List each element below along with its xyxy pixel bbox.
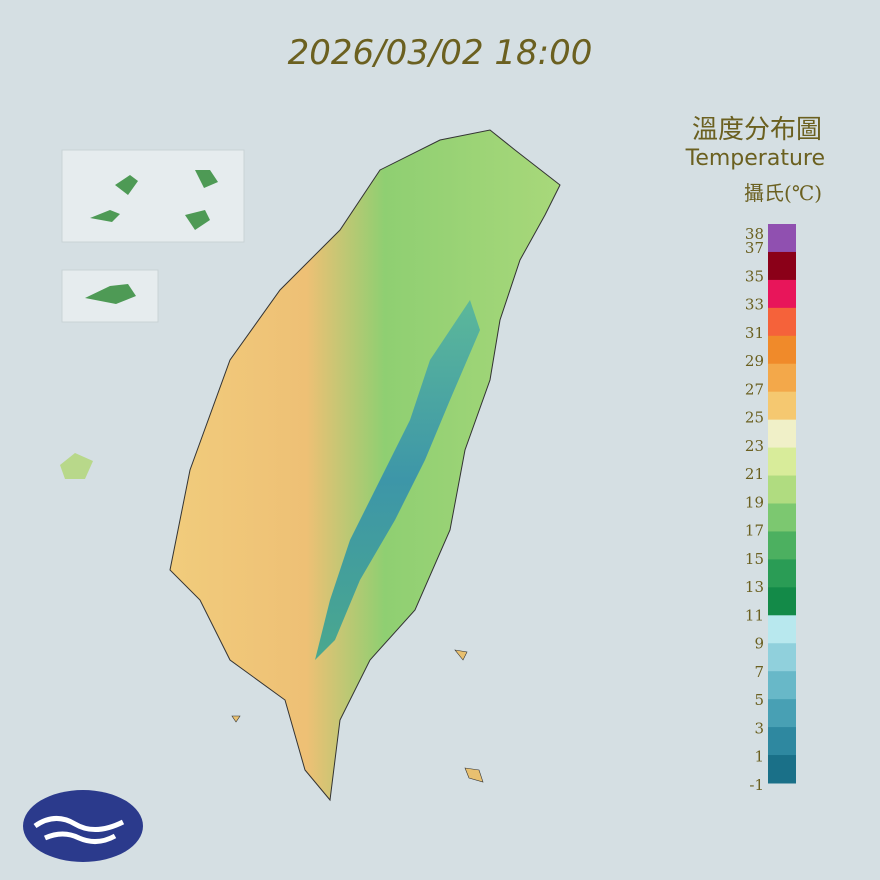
legend-tick-label: 29 [745, 352, 764, 370]
logo-mark [33, 816, 125, 844]
legend-tick-label: 21 [745, 465, 764, 483]
legend-band [768, 559, 796, 588]
mountain-range [315, 300, 480, 660]
legend-tick-label: 19 [745, 493, 764, 511]
legend-band [768, 224, 796, 253]
legend-tick-label: 27 [745, 380, 764, 398]
legend-band [768, 251, 796, 281]
legend-tick-label: 38 [745, 225, 764, 243]
legend-unit: 攝氏(℃) [744, 181, 822, 205]
main-island [169, 129, 561, 802]
legend-tick-label: 31 [745, 324, 764, 342]
legend-tick-label: 15 [745, 550, 764, 568]
timestamp: 2026/03/02 18:00 [288, 33, 593, 73]
legend-subtitle: Temperature [685, 146, 825, 171]
legend-band [768, 279, 796, 309]
legend-band [768, 587, 796, 616]
legend-band [768, 363, 796, 393]
legend-tick-label: 13 [745, 578, 764, 596]
legend-band [768, 447, 796, 477]
legend-tick-label: 9 [754, 635, 764, 653]
legend-band [768, 615, 796, 644]
legend-tick-label: 37 [745, 239, 764, 257]
legend-tick-label: 23 [745, 437, 764, 455]
legend-band [768, 391, 796, 421]
island [85, 284, 136, 304]
legend-tick-label: -1 [749, 776, 764, 794]
island [60, 453, 93, 479]
legend-tick-label: 7 [754, 663, 764, 681]
legend-tick-label: 11 [745, 606, 764, 624]
legend-band [768, 419, 796, 449]
legend-band [768, 699, 796, 728]
legend-tick-label: 5 [754, 691, 764, 709]
legend-band [768, 531, 796, 560]
legend-band [768, 727, 796, 756]
legend-band [768, 503, 796, 532]
legend-band [768, 307, 796, 337]
island [231, 649, 484, 783]
legend-band [768, 643, 796, 672]
legend-tick-label: 33 [745, 296, 764, 314]
legend-title: 溫度分布圖 [692, 115, 822, 145]
legend-tick-label: 17 [745, 522, 764, 540]
legend-band [768, 335, 796, 365]
legend-tick-label: 35 [745, 267, 764, 285]
island [90, 170, 218, 230]
legend-tick-label: 25 [745, 409, 764, 427]
legend-band [768, 755, 796, 784]
legend-band [768, 475, 796, 504]
inset-box [61, 149, 245, 243]
legend-tick-label: 3 [754, 719, 764, 737]
legend-band [768, 671, 796, 700]
legend-tick-label: 1 [754, 748, 764, 766]
